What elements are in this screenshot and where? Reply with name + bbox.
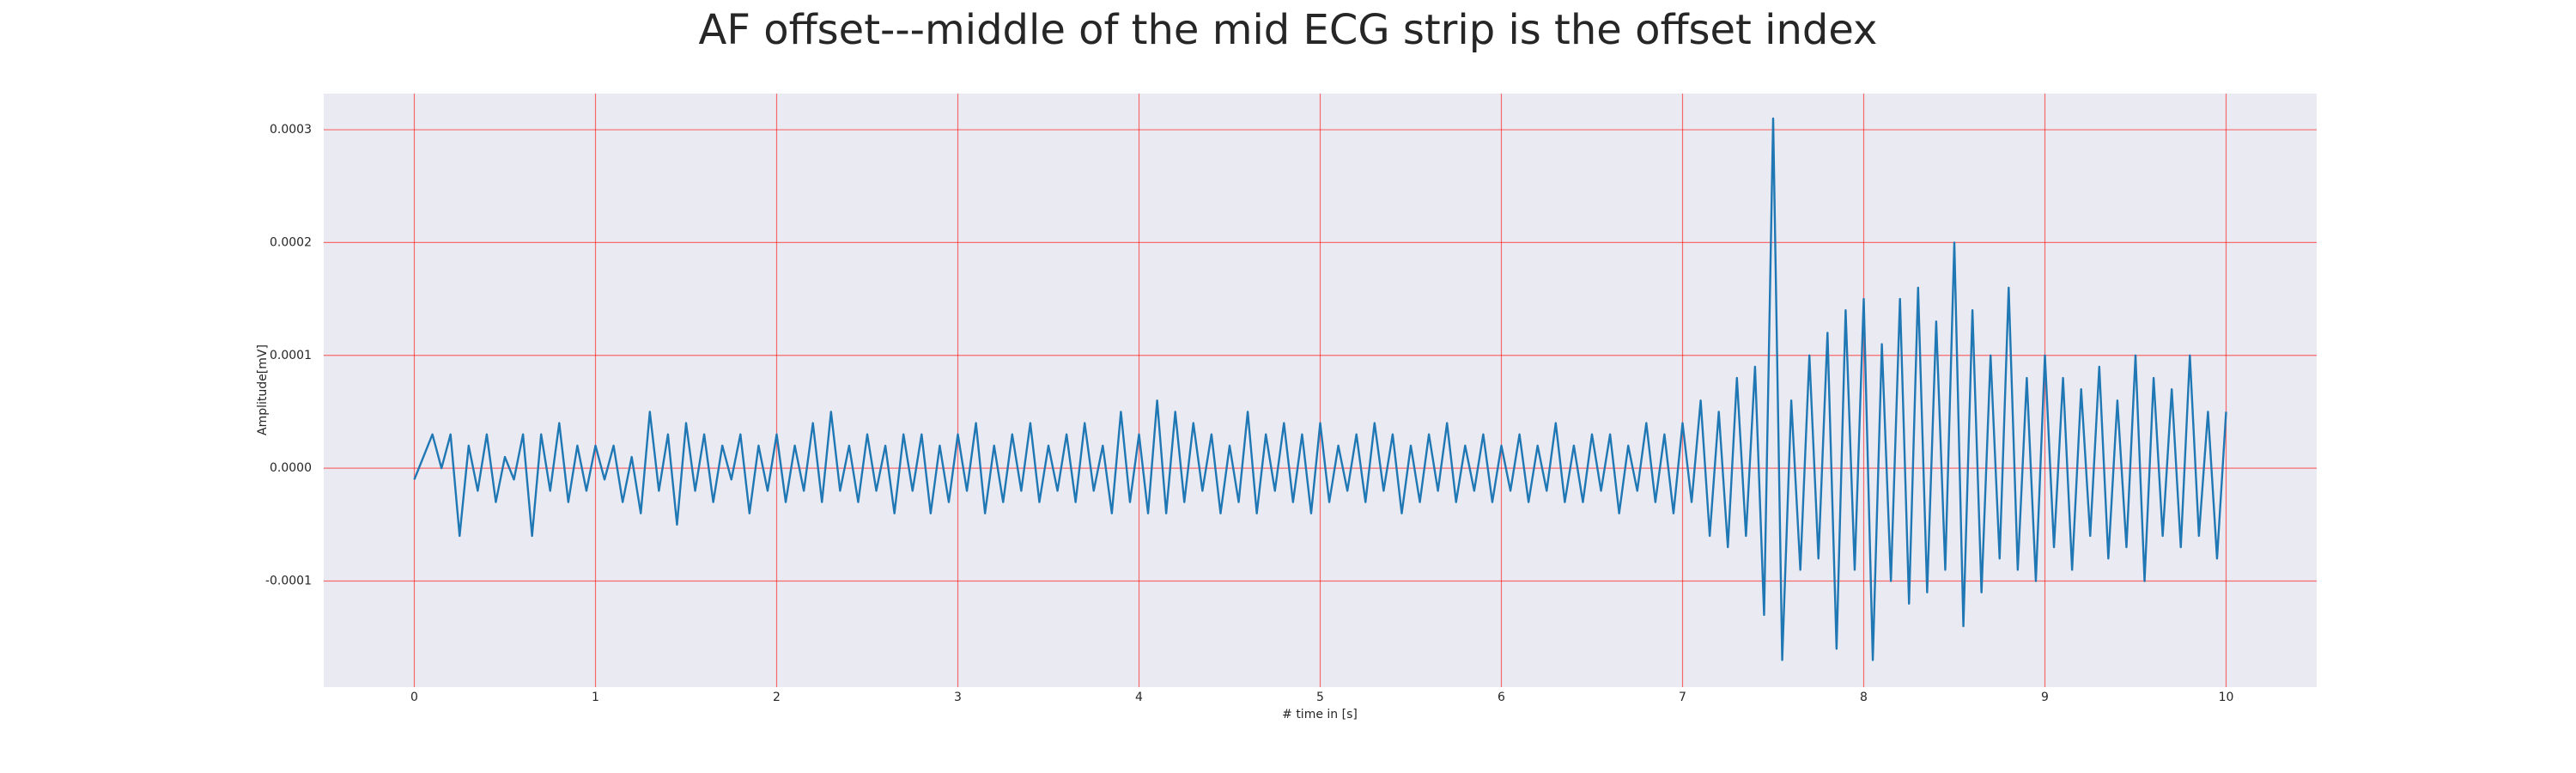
- x-tick-label: 8: [1860, 691, 1868, 704]
- x-tick-label: 5: [1316, 691, 1324, 704]
- x-tick-label: 6: [1498, 691, 1505, 704]
- y-tick-label: 0.0003: [270, 123, 312, 137]
- y-axis-label: Amplitude[mV]: [256, 344, 270, 435]
- y-tick-label: -0.0001: [265, 575, 312, 588]
- x-tick-label: 10: [2219, 691, 2234, 704]
- x-tick-label: 9: [2041, 691, 2049, 704]
- x-tick-label: 2: [773, 691, 781, 704]
- y-tick-label: 0.0000: [270, 461, 312, 475]
- x-tick-label: 3: [954, 691, 962, 704]
- x-tick-label: 0: [410, 691, 418, 704]
- y-tick-label: 0.0001: [270, 349, 312, 362]
- signal-line: [413, 117, 2227, 661]
- chart-title: AF offset---middle of the mid ECG strip …: [699, 6, 1878, 54]
- y-tick-label: 0.0002: [270, 235, 312, 249]
- x-tick-label: 4: [1135, 691, 1143, 704]
- x-tick-label: 1: [592, 691, 599, 704]
- x-axis-label: # time in [s]: [1282, 708, 1358, 721]
- x-tick-label: 7: [1679, 691, 1686, 704]
